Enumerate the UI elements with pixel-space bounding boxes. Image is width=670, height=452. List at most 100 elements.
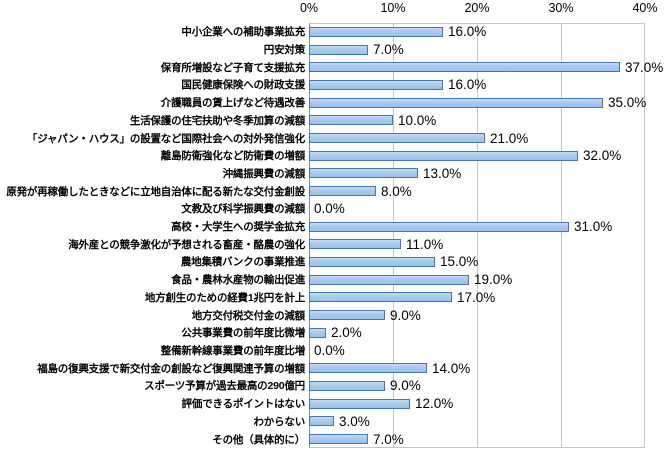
bar-zone: 2.0% <box>309 324 670 342</box>
bar-zone: 16.0% <box>309 76 670 94</box>
category-label: 文教及び科学振興費の減額 <box>181 203 305 216</box>
bar-zone: 7.0% <box>309 430 670 448</box>
value-label: 21.0% <box>490 130 529 146</box>
bar-zone: 12.0% <box>309 395 670 413</box>
chart-row: 介護職員の賃上げなど待遇改善 35.0% <box>0 94 670 112</box>
value-label: 10.0% <box>398 112 437 128</box>
x-tick-label: 10% <box>380 1 406 15</box>
category-label: 原発が再稼働したときなどに立地自治体に配る新たな交付金創設 <box>6 185 305 198</box>
category-label: 円安対策 <box>263 44 305 57</box>
bar <box>309 150 578 161</box>
bar <box>309 274 469 285</box>
bar <box>309 79 443 90</box>
bar <box>309 44 368 55</box>
chart-row: 公共事業費の前年度比微増 2.0% <box>0 324 670 342</box>
value-label: 8.0% <box>381 183 412 199</box>
bar-zone: 11.0% <box>309 235 670 253</box>
bar-zone: 14.0% <box>309 359 670 377</box>
bar-zone: 3.0% <box>309 412 670 430</box>
bar-zone: 0.0% <box>309 200 670 218</box>
bar-zone: 16.0% <box>309 23 670 41</box>
bar-zone: 8.0% <box>309 182 670 200</box>
bar <box>309 239 401 250</box>
category-label: わからない <box>253 415 306 428</box>
chart-row: 文教及び科学振興費の減額 0.0% <box>0 200 670 218</box>
bar-zone: 13.0% <box>309 165 670 183</box>
category-label: 離島防衛強化など防衛費の増額 <box>160 150 305 163</box>
bar-zone: 0.0% <box>309 342 670 360</box>
category-label: 生活保護の住宅扶助や冬季加算の減額 <box>129 114 305 127</box>
bar <box>309 380 385 391</box>
value-label: 17.0% <box>457 289 496 305</box>
chart-row: 地方交付税交付金の減額 9.0% <box>0 306 670 324</box>
x-tick-label: 40% <box>632 1 658 15</box>
bar <box>309 26 443 37</box>
value-label: 14.0% <box>432 360 471 376</box>
chart-row: 食品・農林水産物の輸出促進 19.0% <box>0 271 670 289</box>
chart-row: 離島防衛強化など防衛費の増額 32.0% <box>0 147 670 165</box>
plot-area <box>309 23 645 448</box>
chart-rows: 中小企業への補助事業拡充 16.0% 円安対策 7.0% 保育所増設など子育て支援拡充 3… <box>0 23 670 448</box>
value-label: 16.0% <box>448 77 487 93</box>
x-tick-label: 30% <box>548 1 574 15</box>
bar <box>309 416 334 427</box>
value-label: 9.0% <box>390 307 421 323</box>
bar <box>309 186 376 197</box>
gridline <box>561 24 562 447</box>
bar <box>309 292 452 303</box>
category-label: 地方創生のための経費1兆円を計上 <box>144 291 305 304</box>
value-label: 32.0% <box>583 148 622 164</box>
chart-row: 原発が再稼働したときなどに立地自治体に配る新たな交付金創設 8.0% <box>0 182 670 200</box>
bar <box>309 97 603 108</box>
bar-zone: 37.0% <box>309 58 670 76</box>
bar <box>309 221 569 232</box>
bar-zone: 7.0% <box>309 41 670 59</box>
value-label: 12.0% <box>415 396 454 412</box>
category-label: 農地集積バンクの事業推進 <box>180 256 305 269</box>
category-label: 保育所増設など子育て支援拡充 <box>160 61 305 74</box>
chart-row: スポーツ予算が過去最高の290億円 9.0% <box>0 377 670 395</box>
chart-row: 農地集積バンクの事業推進 15.0% <box>0 253 670 271</box>
bar-zone: 9.0% <box>309 377 670 395</box>
category-label: 評価できるポイントはない <box>181 398 306 411</box>
chart-row: 円安対策 7.0% <box>0 41 670 59</box>
bar <box>309 62 620 73</box>
value-label: 7.0% <box>373 431 404 447</box>
category-label: 中小企業への補助事業拡充 <box>181 26 305 39</box>
category-label: 沖縄振興費の減額 <box>222 167 306 180</box>
category-label: 公共事業費の前年度比微増 <box>181 327 305 340</box>
chart-row: 沖縄振興費の減額 13.0% <box>0 165 670 183</box>
value-label: 7.0% <box>373 42 404 58</box>
bar <box>309 363 427 374</box>
chart-row: 地方創生のための経費1兆円を計上 17.0% <box>0 289 670 307</box>
category-label: スポーツ予算が過去最高の290億円 <box>144 380 305 393</box>
value-label: 15.0% <box>440 254 479 270</box>
bar-zone: 15.0% <box>309 253 670 271</box>
bar <box>309 256 435 267</box>
value-label: 16.0% <box>448 24 487 40</box>
bar-zone: 10.0% <box>309 112 670 130</box>
category-label: その他（具体的に） <box>212 433 305 446</box>
bar <box>309 310 385 321</box>
bar-zone: 17.0% <box>309 289 670 307</box>
category-label: 整備新幹線事業費の前年度比増 <box>160 345 305 357</box>
category-label: 国民健康保険への財政支援 <box>181 79 305 92</box>
chart-row: 海外産との競争激化が予想される畜産・酪農の強化 11.0% <box>0 235 670 253</box>
value-label: 9.0% <box>390 378 421 394</box>
chart-row: 評価できるポイントはない 12.0% <box>0 395 670 413</box>
bar-zone: 19.0% <box>309 271 670 289</box>
value-label: 0.0% <box>314 343 345 358</box>
x-tick-label: 0% <box>299 1 319 15</box>
value-label: 19.0% <box>474 272 513 288</box>
gridline <box>477 24 478 447</box>
bar <box>309 115 393 126</box>
chart-row: 保育所増設など子育て支援拡充 37.0% <box>0 58 670 76</box>
category-label: 「ジャパン・ハウス」の設置など国際社会への対外発信強化 <box>26 132 305 145</box>
bar <box>309 133 485 144</box>
value-label: 0.0% <box>314 201 345 217</box>
bar <box>309 434 368 445</box>
chart-row: 「ジャパン・ハウス」の設置など国際社会への対外発信強化 21.0% <box>0 129 670 147</box>
value-label: 11.0% <box>406 236 444 252</box>
bar <box>309 327 326 338</box>
